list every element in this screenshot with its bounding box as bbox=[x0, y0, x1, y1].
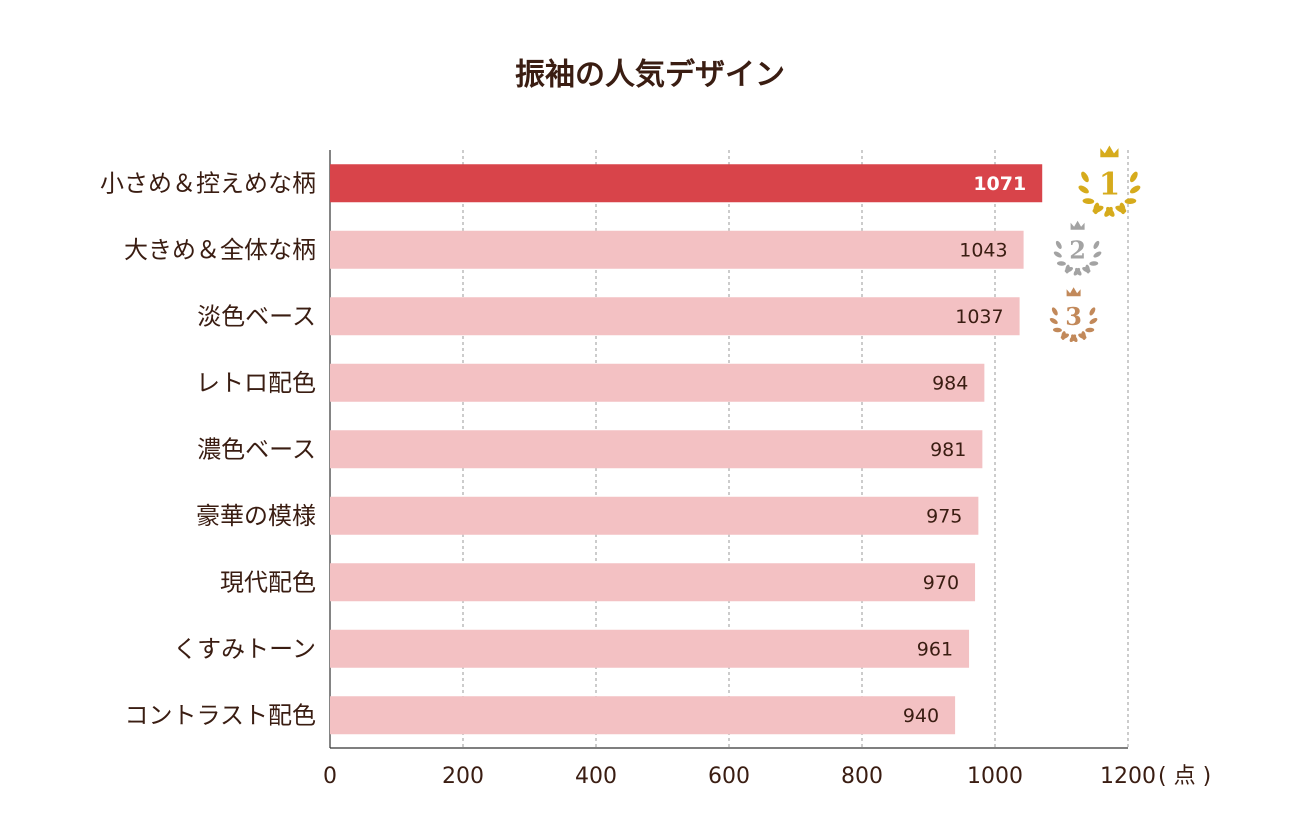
laurel-leaf bbox=[1124, 198, 1137, 205]
laurel-leaf bbox=[1085, 327, 1095, 333]
value-label: 1037 bbox=[955, 306, 1003, 328]
laurel-leaf bbox=[1093, 202, 1100, 215]
y-tick-label: コントラスト配色 bbox=[124, 701, 316, 729]
laurel-leaf bbox=[1093, 251, 1102, 258]
bar bbox=[330, 430, 983, 469]
laurel-leaf bbox=[1056, 261, 1066, 266]
rank-label: 3 bbox=[1065, 302, 1082, 331]
value-label: 975 bbox=[926, 505, 962, 527]
rank-badge: 2 bbox=[1053, 220, 1102, 276]
y-tick-label: 濃色ベース bbox=[197, 435, 316, 463]
rank-badge: 3 bbox=[1049, 287, 1098, 343]
y-tick-label: 大きめ＆全体な柄 bbox=[124, 236, 316, 264]
laurel-leaf bbox=[1055, 240, 1062, 249]
rank-label: 2 bbox=[1069, 235, 1086, 264]
value-label: 1043 bbox=[959, 239, 1007, 261]
laurel-leaf bbox=[1078, 185, 1089, 194]
laurel-leaf bbox=[1081, 331, 1086, 341]
value-label: 984 bbox=[932, 372, 968, 394]
bar bbox=[330, 696, 956, 735]
bar bbox=[330, 629, 970, 668]
x-tick-label: 1000 bbox=[967, 764, 1023, 789]
laurel-leaf bbox=[1130, 171, 1138, 183]
laurel-leaf bbox=[1085, 264, 1090, 274]
laurel-leaf bbox=[1065, 264, 1070, 274]
bar bbox=[330, 164, 1043, 203]
chart-title: 振袖の人気デザイン bbox=[515, 58, 785, 93]
y-tick-label: くすみトーン bbox=[173, 635, 316, 663]
x-tick-label: 400 bbox=[575, 764, 617, 789]
laurel-leaf bbox=[1075, 267, 1082, 276]
y-tick-label: 豪華の模様 bbox=[196, 502, 316, 530]
crown bbox=[1100, 145, 1119, 158]
x-tick-label: 600 bbox=[708, 764, 750, 789]
laurel-leaf bbox=[1129, 185, 1141, 194]
laurel-leaf bbox=[1089, 307, 1096, 316]
laurel-leaf bbox=[1052, 327, 1062, 333]
bar bbox=[330, 563, 976, 602]
x-tick-label: 800 bbox=[841, 764, 883, 789]
laurel-leaf bbox=[1089, 318, 1098, 325]
value-label: 970 bbox=[923, 572, 959, 594]
laurel-leaf bbox=[1061, 331, 1066, 341]
laurel-leaf bbox=[1049, 318, 1058, 325]
value-label: 1071 bbox=[973, 173, 1026, 195]
x-tick-label: 0 bbox=[323, 764, 337, 789]
laurel-leaf bbox=[1051, 307, 1058, 316]
laurel-leaf bbox=[1093, 240, 1100, 249]
y-tick-label: 淡色ベース bbox=[197, 302, 316, 330]
value-label: 961 bbox=[917, 638, 953, 660]
laurel-leaf bbox=[1071, 334, 1078, 343]
crown bbox=[1070, 220, 1085, 230]
laurel-leaf bbox=[1081, 171, 1089, 183]
value-label: 981 bbox=[930, 439, 966, 461]
laurel-leaf bbox=[1119, 202, 1126, 215]
x-tick-label: 1200 bbox=[1100, 764, 1156, 789]
bar bbox=[330, 496, 979, 535]
bar bbox=[330, 363, 985, 402]
rank-badge: 1 bbox=[1078, 145, 1141, 217]
value-label: 940 bbox=[903, 705, 939, 727]
bar bbox=[330, 230, 1024, 269]
laurel-leaf bbox=[1106, 206, 1115, 217]
crown bbox=[1066, 287, 1081, 297]
y-tick-label: レトロ配色 bbox=[196, 369, 316, 397]
laurel-leaf bbox=[1089, 261, 1099, 266]
x-tick-label: 200 bbox=[442, 764, 484, 789]
bar bbox=[330, 297, 1020, 336]
laurel-leaf bbox=[1053, 251, 1062, 258]
y-tick-label: 小さめ＆控えめな柄 bbox=[100, 169, 316, 197]
rank-label: 1 bbox=[1099, 166, 1121, 202]
y-tick-label: 現代配色 bbox=[220, 568, 316, 596]
x-unit-label: ( 点 ) bbox=[1158, 764, 1211, 789]
laurel-leaf bbox=[1082, 198, 1095, 205]
